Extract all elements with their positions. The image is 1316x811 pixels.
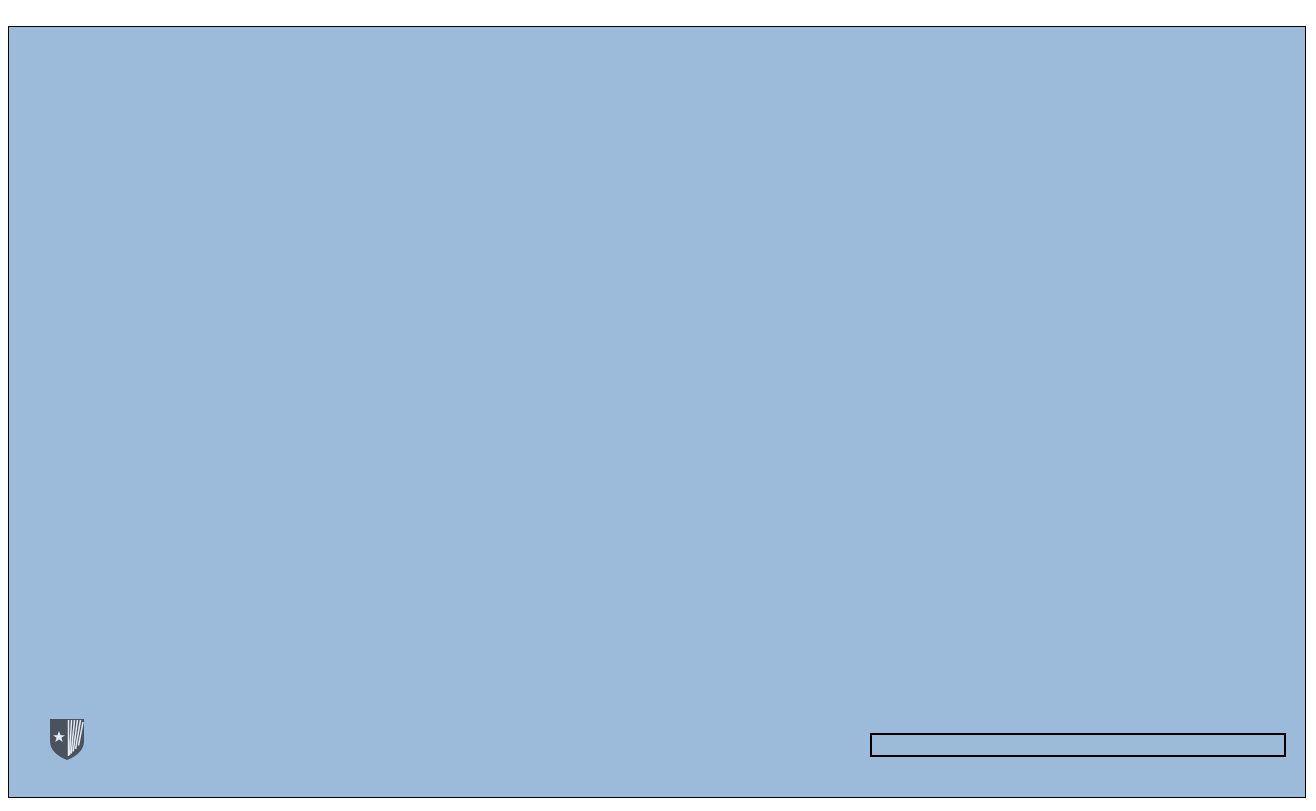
reflectivity-colorbar xyxy=(870,733,1294,795)
colorbar-gradient xyxy=(870,733,1286,757)
radar-map[interactable] xyxy=(8,26,1306,798)
radar-map-canvas[interactable] xyxy=(9,27,1305,797)
